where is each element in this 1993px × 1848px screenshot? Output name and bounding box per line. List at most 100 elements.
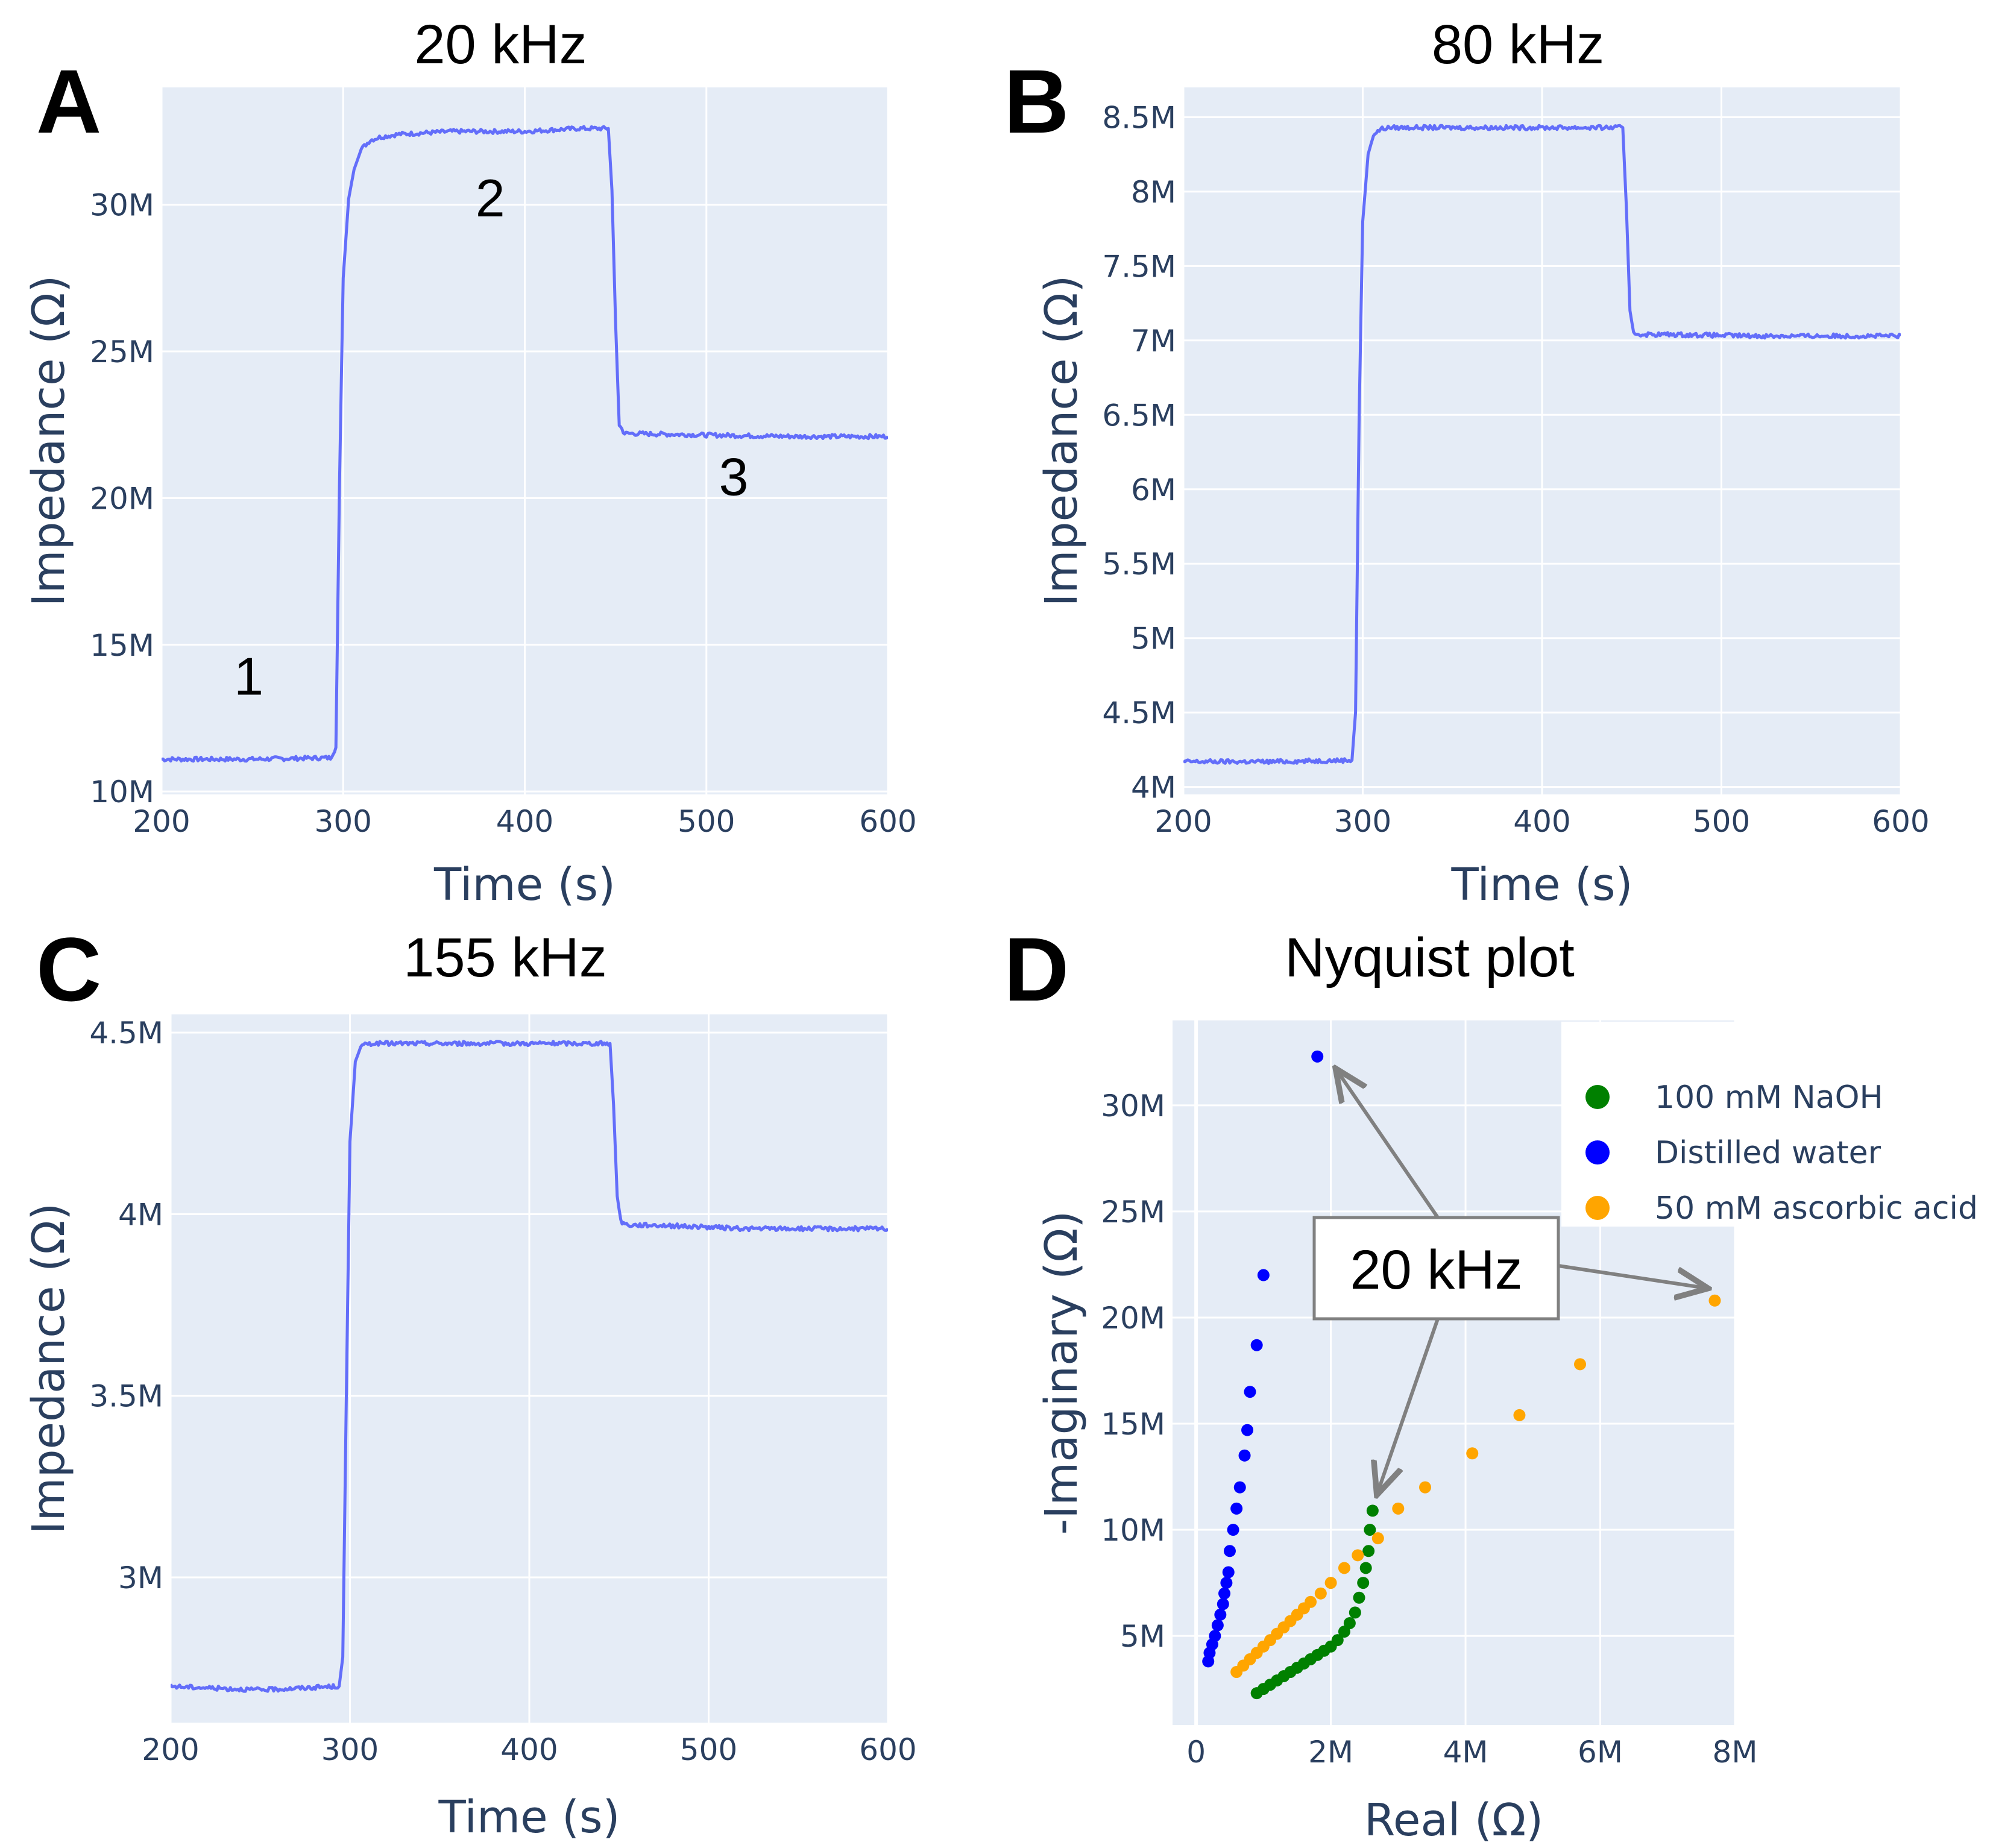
data-point (1364, 1524, 1376, 1536)
data-point (1220, 1577, 1233, 1589)
y-axis-title: Impedance (Ω) (23, 275, 75, 607)
y-tick-label: 4M (1131, 770, 1176, 805)
data-point (1466, 1447, 1479, 1460)
x-tick-label: 400 (496, 804, 553, 839)
y-tick-label: 5.5M (1102, 547, 1176, 582)
x-axis-title: Real (Ω) (1364, 1794, 1543, 1846)
legend: 100 mM NaOH Distilled water 50 mM ascorbic… (1561, 1022, 1983, 1227)
panel-title: 80 kHz (1432, 14, 1604, 75)
legend-box (1561, 1022, 1983, 1227)
y-tick-label: 20M (1101, 1301, 1165, 1336)
data-point (1359, 1562, 1372, 1574)
y-tick-label: 7M (1131, 324, 1176, 359)
data-point (1324, 1577, 1337, 1589)
y-tick-label: 4.5M (89, 1016, 163, 1051)
x-tick-label: 200 (1154, 804, 1212, 839)
x-tick-label: 0 (1186, 1735, 1206, 1770)
data-point (1217, 1598, 1229, 1611)
x-tick-label: 300 (315, 804, 372, 839)
panel-title: 155 kHz (403, 927, 607, 988)
x-tick-label: 500 (680, 1732, 737, 1767)
legend-marker (1585, 1196, 1610, 1220)
x-axis-title: Time (s) (1451, 859, 1633, 911)
data-point (1250, 1339, 1263, 1351)
data-point (1230, 1502, 1243, 1515)
legend-label: 50 mM ascorbic acid (1655, 1190, 1978, 1227)
data-point (1244, 1386, 1256, 1398)
panel-letter: D (1004, 919, 1069, 1020)
data-point (1371, 1532, 1384, 1545)
x-tick-label: 400 (500, 1732, 558, 1767)
panel-title: 20 kHz (414, 14, 587, 75)
data-point (1352, 1549, 1364, 1562)
y-tick-label: 8.5M (1102, 100, 1176, 135)
data-point (1238, 1449, 1251, 1462)
data-point (1708, 1294, 1721, 1307)
data-point (1214, 1608, 1227, 1621)
stage-label: 1 (234, 647, 263, 706)
callout-label: 20 kHz (1350, 1239, 1522, 1301)
y-tick-label: 15M (90, 628, 154, 663)
data-point (1314, 1587, 1327, 1600)
legend-marker (1585, 1085, 1610, 1109)
panel-b: 200 300 400 500 600 4M 4.5M 5M 5.5M 6M 6.5M 7M 7.5M 8… (1004, 14, 1930, 911)
legend-label: Distilled water (1655, 1135, 1881, 1171)
x-tick-label: 600 (859, 1732, 916, 1767)
y-tick-label: 10M (1101, 1513, 1165, 1548)
panel-a: 200 300 400 500 600 10M 15M 20M 25M 30M Time (s) Im… (23, 14, 917, 911)
x-tick-label: 500 (1693, 804, 1750, 839)
y-tick-label: 7.5M (1102, 249, 1176, 284)
y-tick-label: 3M (118, 1560, 163, 1595)
callout-arrow (1378, 1318, 1440, 1492)
y-axis-title: -Imaginary (Ω) (1036, 1211, 1088, 1535)
y-axis-title: Impedance (Ω) (1036, 275, 1088, 607)
y-tick-label: 5M (1120, 1619, 1165, 1654)
y-tick-label: 4.5M (1102, 696, 1176, 731)
stage-label: 2 (476, 168, 505, 228)
y-tick-label: 15M (1101, 1407, 1165, 1442)
y-tick-label: 20M (90, 481, 154, 516)
panel-letter: A (36, 51, 101, 152)
y-tick-label: 8M (1131, 175, 1176, 210)
y-tick-label: 6M (1131, 473, 1176, 508)
x-tick-label: 2M (1308, 1735, 1353, 1770)
series-line (171, 1040, 888, 1693)
data-point (1209, 1630, 1221, 1642)
y-tick-label: 6.5M (1102, 398, 1176, 433)
data-point (1233, 1481, 1246, 1494)
y-tick-label: 30M (1101, 1089, 1165, 1124)
data-point (1357, 1577, 1370, 1589)
y-tick-label: 25M (1101, 1195, 1165, 1230)
y-tick-label: 25M (90, 335, 154, 369)
x-tick-label: 400 (1513, 804, 1570, 839)
panel-title: Nyquist plot (1285, 927, 1575, 988)
series-line (162, 125, 888, 763)
x-tick-label: 300 (1334, 804, 1391, 839)
x-tick-label: 600 (1872, 804, 1929, 839)
y-tick-label: 3.5M (89, 1379, 163, 1414)
data-point (1362, 1545, 1375, 1557)
data-point (1305, 1595, 1317, 1608)
y-tick-label: 10M (90, 775, 154, 809)
data-point (1366, 1504, 1379, 1517)
data-point (1257, 1269, 1270, 1281)
data-point (1343, 1617, 1356, 1629)
x-tick-label: 300 (321, 1732, 379, 1767)
callout-box (1312, 1216, 1560, 1321)
legend-label: 100 mM NaOH (1655, 1080, 1883, 1116)
x-axis-title: Time (s) (438, 1791, 620, 1843)
x-axis-title: Time (s) (433, 859, 616, 911)
data-point (1223, 1545, 1236, 1557)
y-tick-label: 4M (118, 1197, 163, 1232)
data-point (1349, 1606, 1361, 1619)
panel-d: 0 2M 4M 6M 8M 5M 10M 15M 20M 25M 30M Real (Ω) -Imagi… (1004, 919, 1983, 1846)
data-point (1331, 1634, 1344, 1647)
series-line (1183, 124, 1901, 765)
data-point (1311, 1050, 1324, 1063)
callout: 20 kHz (1312, 1072, 1705, 1492)
data-point (1419, 1481, 1432, 1494)
data-point (1241, 1424, 1254, 1436)
y-axis-title: Impedance (Ω) (23, 1203, 75, 1535)
data-point (1222, 1566, 1235, 1579)
